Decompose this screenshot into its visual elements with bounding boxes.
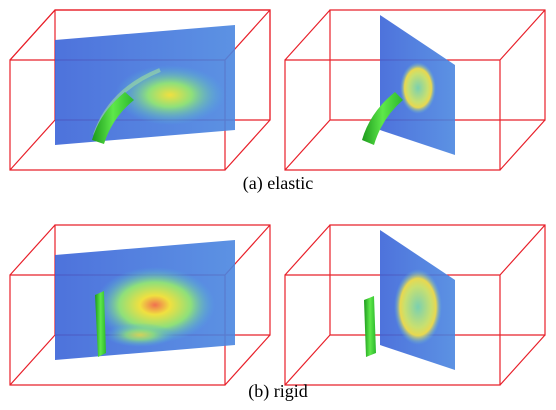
panel-rigid-cross — [285, 225, 545, 385]
caption: (a) elastic — [243, 173, 313, 194]
panel-elastic-side — [10, 10, 270, 170]
panel-elastic-cross — [285, 10, 545, 170]
caption: (b) rigid — [248, 381, 307, 402]
panel-rigid-side — [10, 225, 270, 385]
figure: (a) elastic (b) rigid — [0, 0, 556, 410]
